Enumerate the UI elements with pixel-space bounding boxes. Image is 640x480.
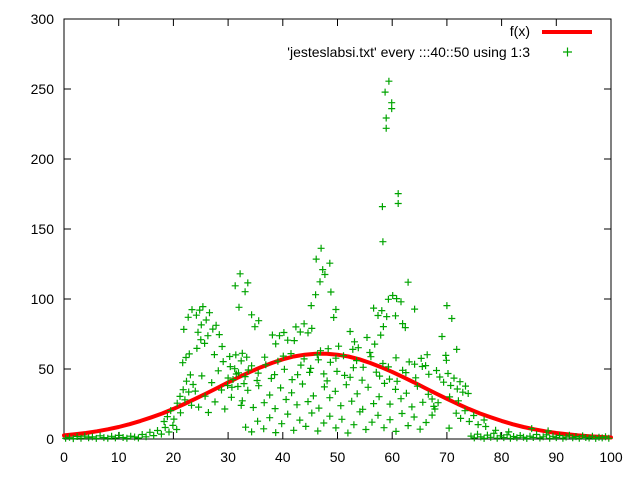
x-tick-label: 80 (494, 449, 510, 465)
y-tick-label: 100 (31, 291, 55, 307)
x-tick-label: 100 (599, 449, 623, 465)
x-tick-label: 0 (60, 449, 68, 465)
x-tick-label: 70 (439, 449, 455, 465)
x-tick-label: 30 (220, 449, 236, 465)
legend-label-dataset: 'jesteslabsi.txt' every :::40::50 using … (287, 44, 530, 60)
legend-label-fx: f(x) (510, 23, 530, 39)
x-tick-label: 50 (330, 449, 346, 465)
y-tick-label: 0 (46, 431, 54, 447)
x-tick-label: 60 (384, 449, 400, 465)
y-tick-label: 50 (38, 361, 54, 377)
y-tick-label: 250 (31, 81, 55, 97)
legend-point-sample (563, 47, 572, 57)
axis-tick-labels: 0 10 20 30 40 50 60 70 80 90 100 0 50 100 150 200 250 300 (31, 11, 623, 465)
x-tick-label: 40 (275, 449, 291, 465)
x-tick-label: 20 (166, 449, 182, 465)
scatter-points (62, 77, 613, 443)
x-tick-label: 90 (549, 449, 565, 465)
axis-ticks (63, 18, 612, 440)
y-tick-label: 200 (31, 151, 55, 167)
y-tick-label: 300 (31, 11, 55, 27)
plot-border (63, 18, 612, 440)
fx-curve (62, 351, 613, 440)
legend: f(x) 'jesteslabsi.txt' every :::40::50 u… (287, 23, 592, 60)
y-tick-label: 150 (31, 221, 55, 237)
x-tick-label: 10 (111, 449, 127, 465)
